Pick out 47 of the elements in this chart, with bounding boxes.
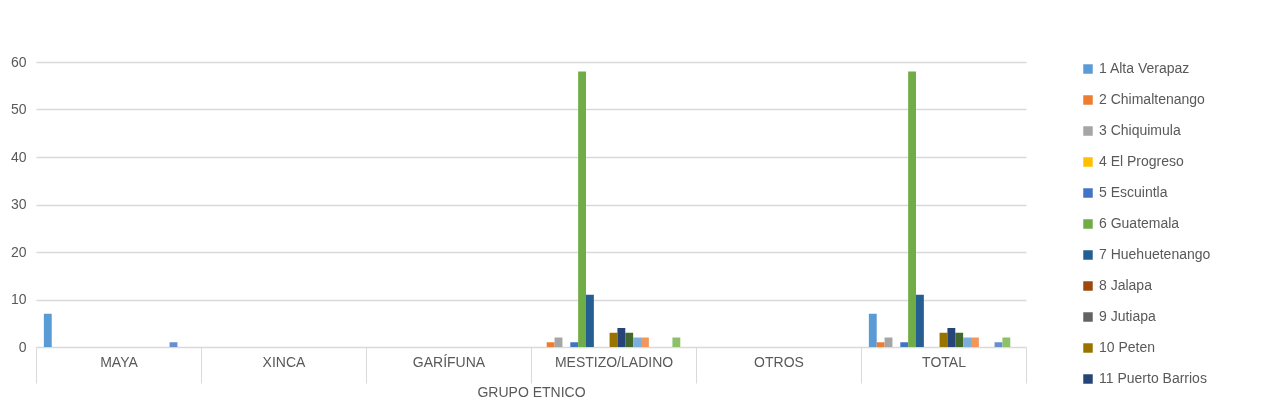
bar (916, 294, 924, 347)
y-tick-label: 20 (10, 243, 27, 260)
y-tick-label: 60 (10, 53, 27, 70)
bar (955, 332, 964, 347)
bar (625, 332, 634, 347)
x-axis-title: GRUPO ETNICO (477, 384, 586, 400)
x-tick-label: MAYA (100, 353, 139, 370)
y-tick-label: 40 (10, 148, 27, 165)
legend-label: 5 Escuintla (1099, 184, 1168, 200)
legend-label: 8 Jalapa (1099, 277, 1153, 293)
bar (947, 328, 956, 347)
x-tick-label: XINCA (262, 353, 307, 370)
legend-label: 6 Guatemala (1099, 215, 1180, 231)
bar (994, 342, 1003, 347)
y-tick-label: 10 (10, 291, 27, 307)
bar (876, 342, 885, 347)
bar (586, 294, 594, 347)
legend-label: 9 Jutiapa (1099, 308, 1157, 324)
legend-label: 10 Peten (1099, 339, 1156, 355)
bar (672, 337, 681, 347)
y-tick-label: 0 (18, 338, 27, 355)
legend-label: 11 Puerto Barrios (1099, 370, 1207, 386)
x-tick-label: TOTAL (922, 353, 967, 370)
bar (971, 337, 979, 347)
x-tick-label: MESTIZO/LADINO (554, 353, 674, 370)
legend-label: 2 Chimaltenango (1099, 91, 1206, 107)
bar (963, 337, 971, 347)
bar (169, 342, 178, 347)
x-tick-label: GARÍFUNA (412, 353, 486, 370)
y-tick-label: 50 (10, 101, 27, 117)
bar (578, 71, 586, 347)
y-tick-label: 30 (10, 196, 27, 212)
bar (908, 71, 916, 347)
bar (1002, 337, 1011, 347)
bar (546, 342, 555, 347)
legend-label: 1 Alta Verapaz (1099, 60, 1190, 76)
x-tick-label: OTROS (754, 353, 804, 370)
legend-label: 3 Chiquimula (1099, 122, 1181, 138)
bar (617, 328, 626, 347)
bar (641, 337, 649, 347)
bar (43, 313, 52, 347)
legend-label: 4 El Progreso (1099, 153, 1185, 169)
legend-label: 7 Huehuetenango (1099, 246, 1211, 262)
bar (633, 337, 641, 347)
bar (900, 342, 909, 347)
bar (868, 313, 877, 347)
bar (570, 342, 579, 347)
